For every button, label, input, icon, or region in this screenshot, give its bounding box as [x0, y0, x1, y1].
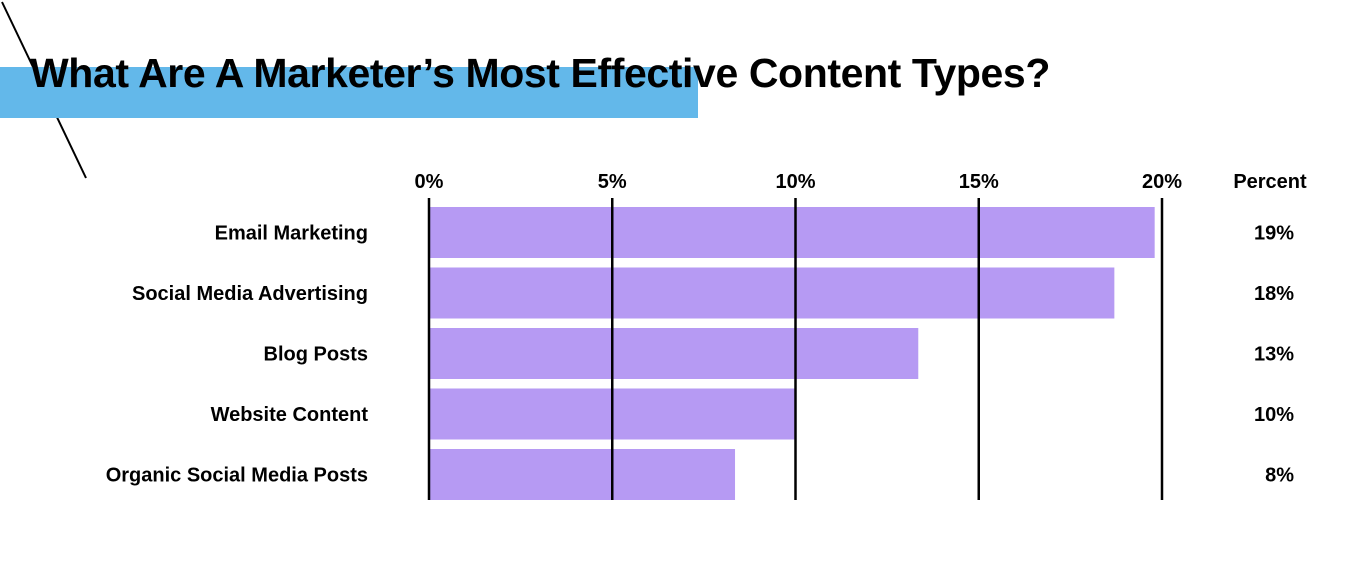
value-label: 18%: [1254, 283, 1294, 305]
x-tick-label: 20%: [1142, 171, 1182, 193]
value-label: 8%: [1265, 465, 1294, 487]
bar-5: [429, 449, 736, 500]
bar-3: [429, 328, 919, 379]
x-tick-label: 5%: [598, 171, 627, 193]
value-label: 10%: [1254, 404, 1294, 426]
x-tick-label: 10%: [775, 171, 815, 193]
category-label: Social Media Advertising: [132, 283, 368, 305]
category-label: Organic Social Media Posts: [106, 465, 368, 487]
category-label: Website Content: [211, 404, 369, 426]
category-labels: Email Marketing Social Media Advertising B…: [106, 223, 369, 487]
title-highlight-bar: [0, 67, 698, 118]
x-tick-labels: 0% 5% 10% 15% 20%: [415, 171, 1183, 193]
category-label: Blog Posts: [264, 344, 368, 366]
bars-layer: [429, 207, 1155, 500]
x-tick-label: 0%: [415, 171, 444, 193]
value-labels: 19% 18% 13% 10% 8%: [1254, 223, 1294, 487]
bar-1: [429, 207, 1155, 258]
value-label: 19%: [1254, 223, 1294, 245]
category-label: Email Marketing: [215, 223, 368, 245]
gridlines-layer: [427, 198, 1164, 500]
chart-title: What Are A Marketer’s Most Effective Con…: [30, 50, 1050, 96]
bar-2: [429, 267, 1115, 319]
value-column-header: Percent: [1233, 171, 1307, 193]
x-tick-label: 15%: [959, 171, 999, 193]
value-label: 13%: [1254, 344, 1294, 366]
bar-chart: 0% 5% 10% 15% 20% Email Marketing Social Medi…: [106, 171, 1307, 500]
